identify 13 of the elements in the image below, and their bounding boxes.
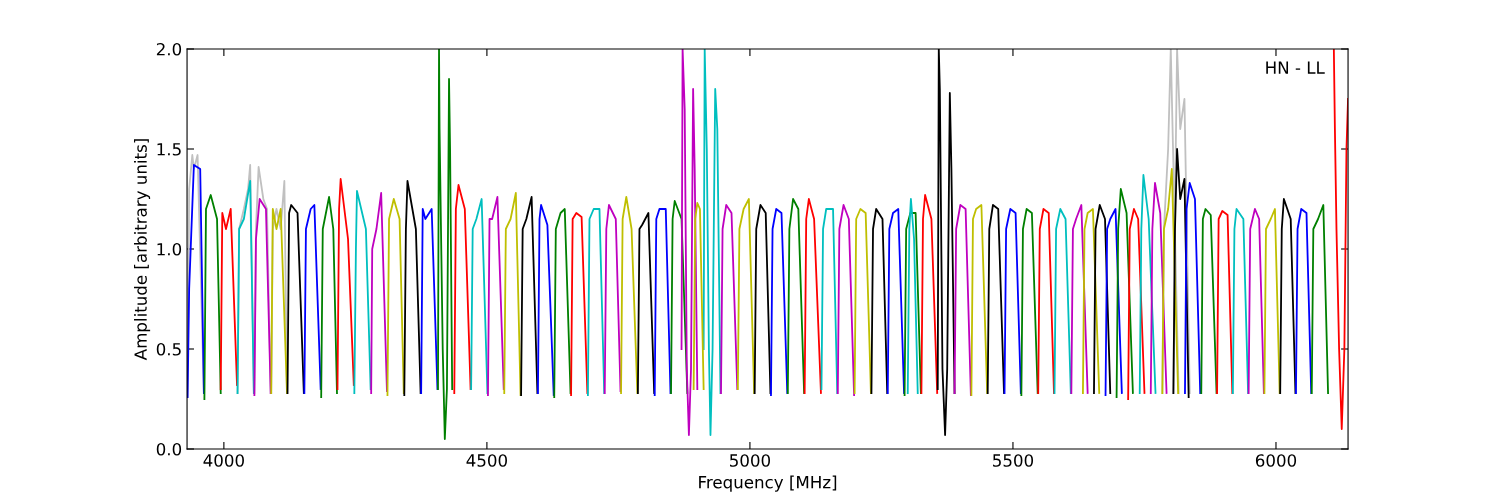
y-tick-label: 2.0 — [156, 42, 182, 56]
x-axis-title: Frequency [MHz] — [699, 475, 837, 492]
y-tick-label: 0.0 — [156, 442, 182, 456]
y-tick-label: 1.5 — [157, 143, 181, 156]
x-tick-label: 4500 — [466, 454, 507, 467]
y-tick-label: 0.5 — [156, 342, 181, 356]
x-tick-label: 5500 — [993, 454, 1034, 467]
x-tick-label: 4000 — [203, 454, 244, 467]
annotation: HN - LL — [1266, 61, 1325, 74]
x-tick-label: 5000 — [730, 454, 771, 467]
x-tick-label: 6000 — [1255, 454, 1297, 467]
y-axis-title: Amplitude [arbitrary units] — [134, 139, 151, 361]
y-tick-label: 1.0 — [157, 242, 182, 256]
